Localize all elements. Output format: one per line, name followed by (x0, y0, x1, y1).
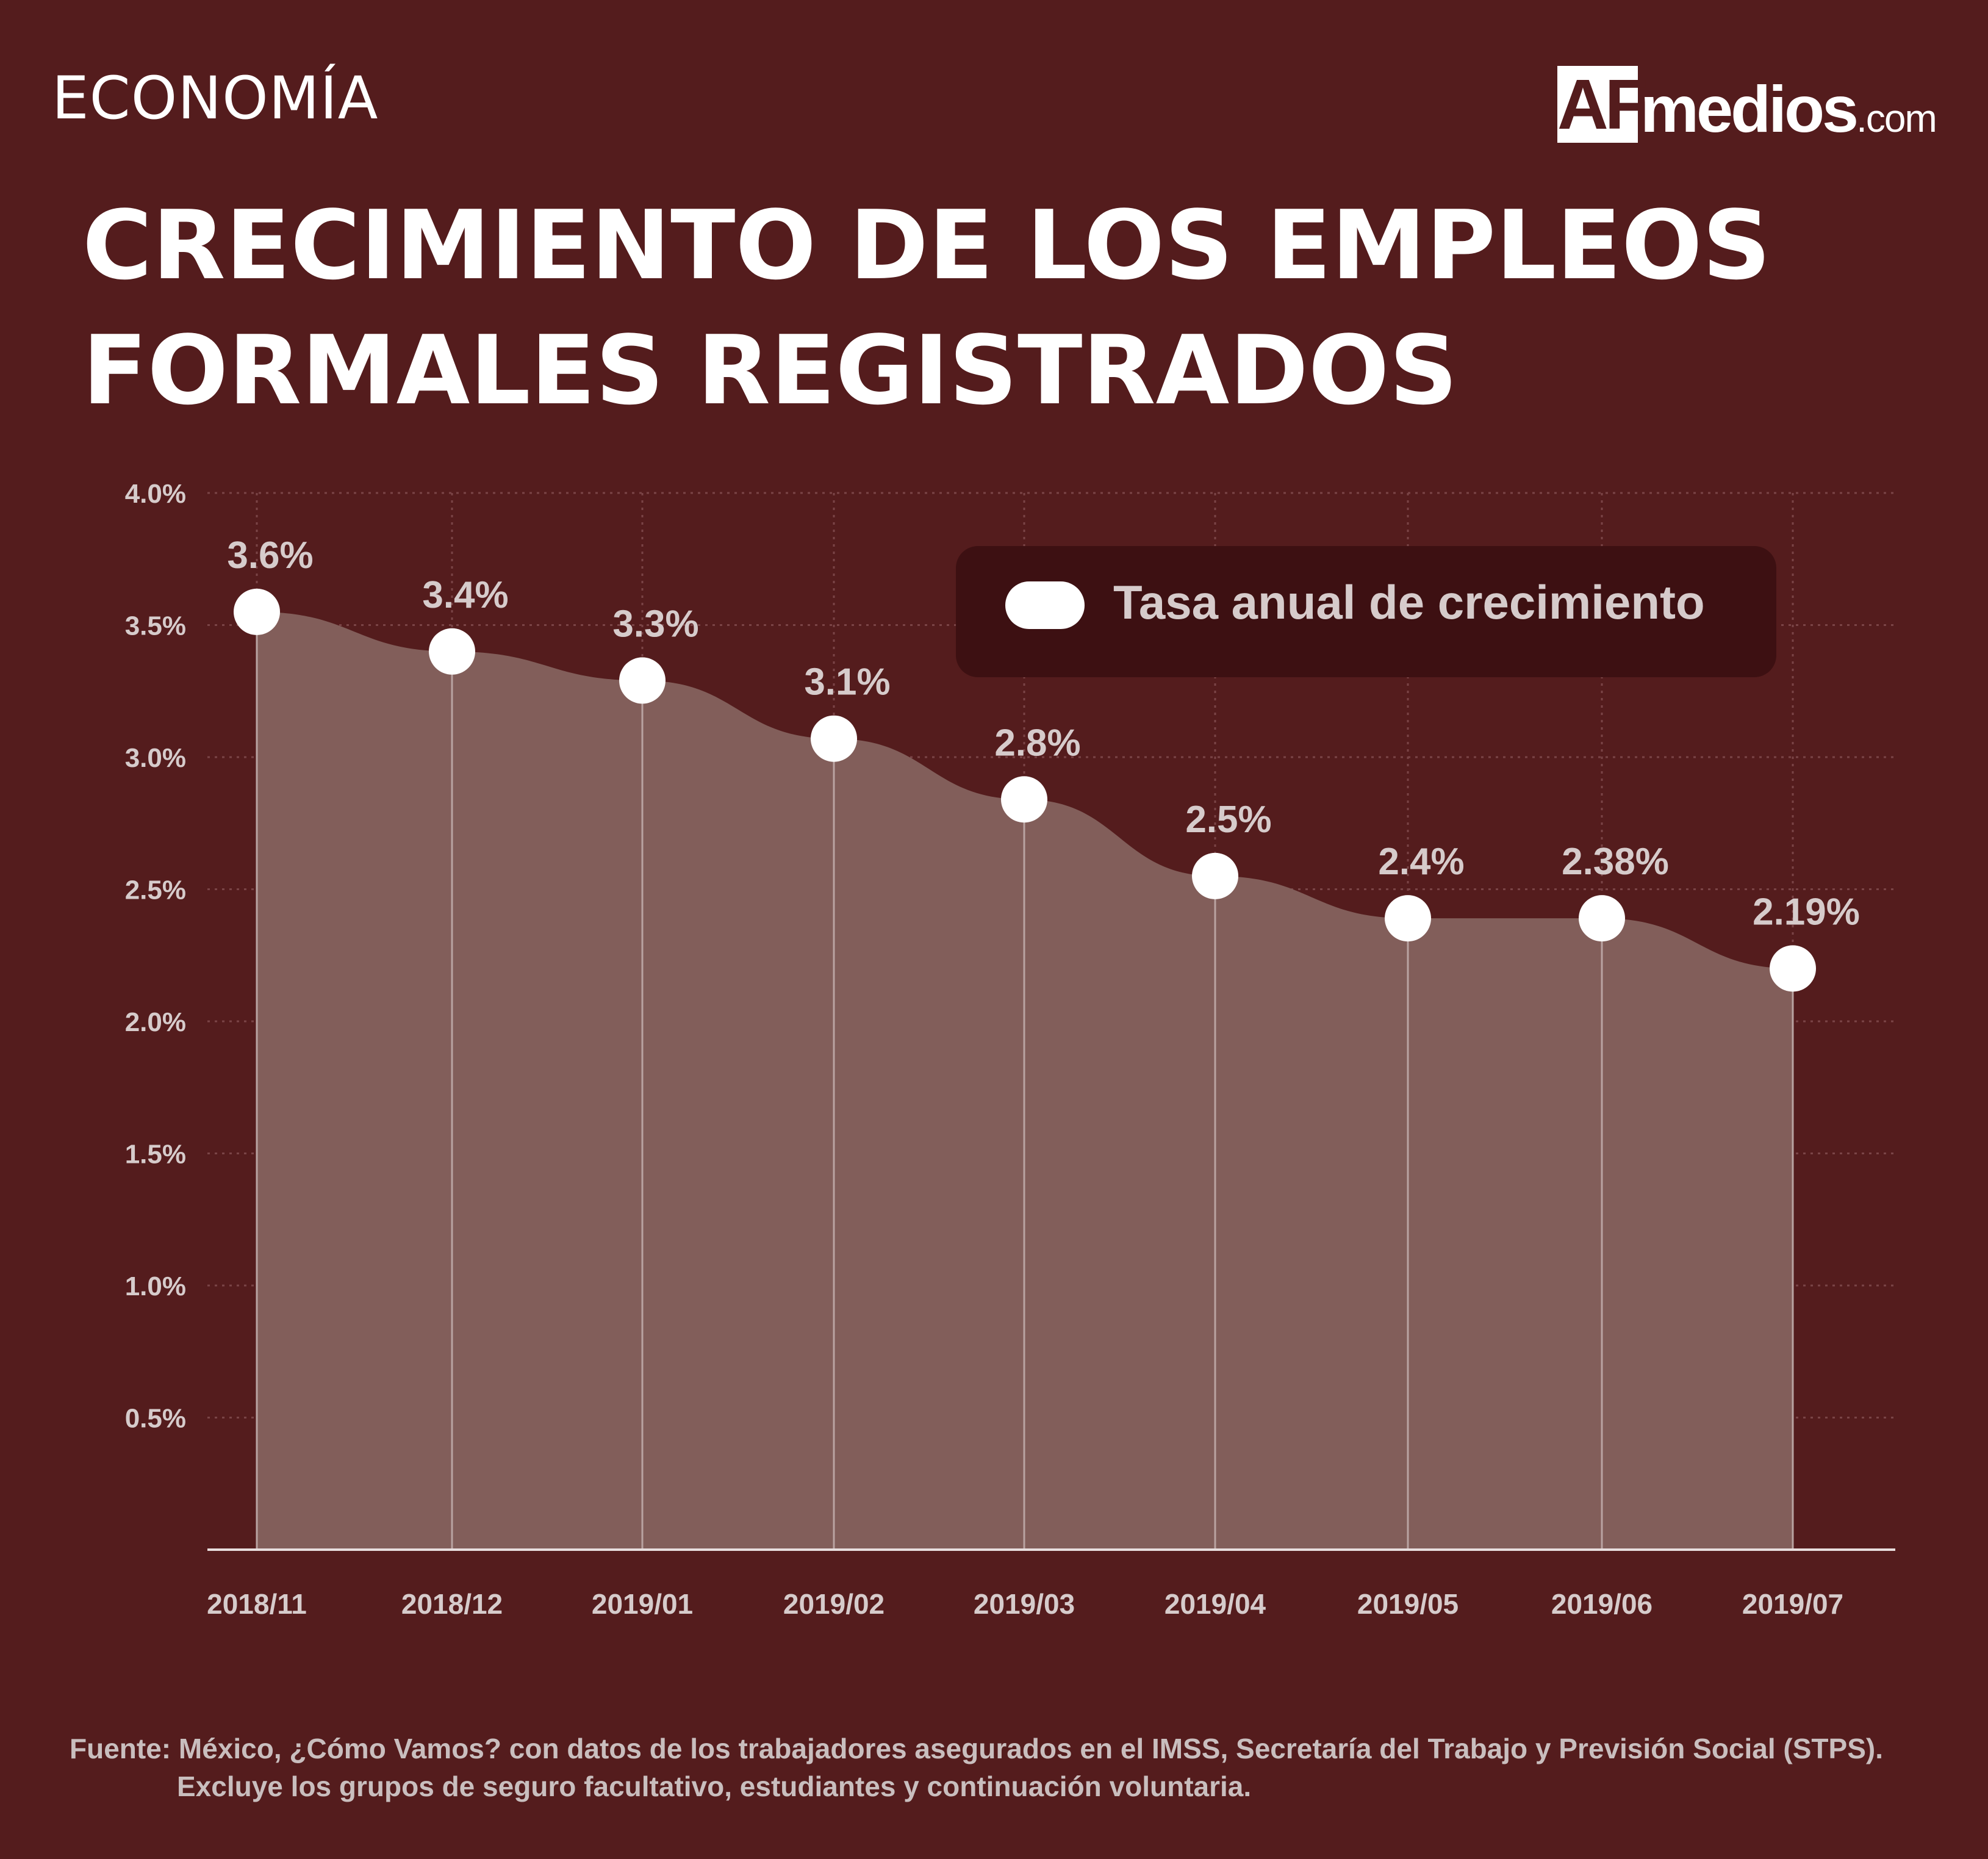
data-label: 2.8% (994, 722, 1080, 764)
x-tick-label: 2018/12 (401, 1588, 503, 1620)
x-axis-ticks: 2018/11 2018/12 2019/01 2019/02 2019/03 2019/… (207, 1588, 1843, 1620)
logo-box: AF (1557, 65, 1648, 144)
data-point (234, 588, 280, 635)
y-tick-label: 0.5% (125, 1404, 186, 1434)
data-markers (234, 588, 1816, 992)
data-label: 3.3% (612, 603, 698, 645)
x-tick-label: 2019/06 (1551, 1588, 1652, 1620)
afmedios-logo[interactable]: AF medios .com (1557, 65, 1937, 146)
y-tick-label: 2.0% (125, 1007, 186, 1037)
source-line-1: Fuente: México, ¿Cómo Vamos? con datos d… (70, 1733, 1883, 1764)
data-point (429, 628, 475, 675)
data-label: 3.4% (422, 574, 508, 616)
x-tick-label: 2019/02 (783, 1588, 885, 1620)
title-line-2: FORMALES REGISTRADOS (82, 315, 1458, 426)
x-tick-label: 2019/04 (1164, 1588, 1266, 1620)
x-tick-label: 2018/11 (207, 1588, 307, 1620)
y-tick-label: 2.5% (125, 876, 186, 905)
source-line-2: Excluye los grupos de seguro facultativo… (177, 1771, 1252, 1802)
data-point (1001, 776, 1047, 823)
data-point (1770, 945, 1816, 992)
y-tick-label: 3.0% (125, 743, 186, 773)
legend-swatch (1005, 581, 1085, 629)
data-label: 3.1% (804, 661, 890, 703)
logo-suffix: .com (1856, 96, 1937, 140)
drop-lines (256, 611, 1794, 1550)
data-label: 2.38% (1562, 841, 1669, 883)
y-tick-label: 4.0% (125, 479, 186, 509)
x-tick-label: 2019/07 (1742, 1588, 1843, 1620)
data-labels: 3.6% 3.4% 3.3% 3.1% 2.8% 2.5% 2.4% 2.38% 2.19% (227, 534, 1860, 933)
y-tick-label: 1.0% (125, 1271, 186, 1301)
logo-text: medios (1640, 72, 1859, 146)
title-line-1: CRECIMIENTO DE LOS EMPLEOS (82, 190, 1771, 301)
data-point (1192, 852, 1238, 899)
x-tick-label: 2019/01 (592, 1588, 693, 1620)
x-tick-label: 2019/03 (974, 1588, 1075, 1620)
data-point (1579, 895, 1625, 942)
y-tick-label: 3.5% (125, 611, 186, 641)
legend-label: Tasa anual de crecimiento (1113, 575, 1705, 629)
data-label: 2.5% (1185, 799, 1271, 841)
section-label: ECONOMÍA (52, 64, 379, 132)
page-title: CRECIMIENTO DE LOS EMPLEOS FORMALES REGI… (82, 183, 1851, 433)
data-label: 2.19% (1753, 891, 1860, 933)
legend: Tasa anual de crecimiento (956, 546, 1776, 677)
y-axis-ticks: 4.0% 3.5% 3.0% 2.5% 2.0% 1.5% 1.0% 0.5% (125, 479, 186, 1434)
data-point (811, 715, 857, 762)
data-label: 2.4% (1378, 841, 1464, 883)
x-tick-label: 2019/05 (1357, 1588, 1459, 1620)
y-tick-label: 1.5% (125, 1140, 186, 1170)
data-point (1385, 895, 1431, 942)
data-point (619, 657, 666, 704)
legend-background (956, 546, 1776, 677)
source-note: Fuente: México, ¿Cómo Vamos? con datos d… (70, 1730, 1936, 1805)
area-chart: 4.0% 3.5% 3.0% 2.5% 2.0% 1.5% 1.0% 0.5% 2018/11… (125, 479, 1895, 1620)
data-label: 3.6% (227, 534, 313, 577)
